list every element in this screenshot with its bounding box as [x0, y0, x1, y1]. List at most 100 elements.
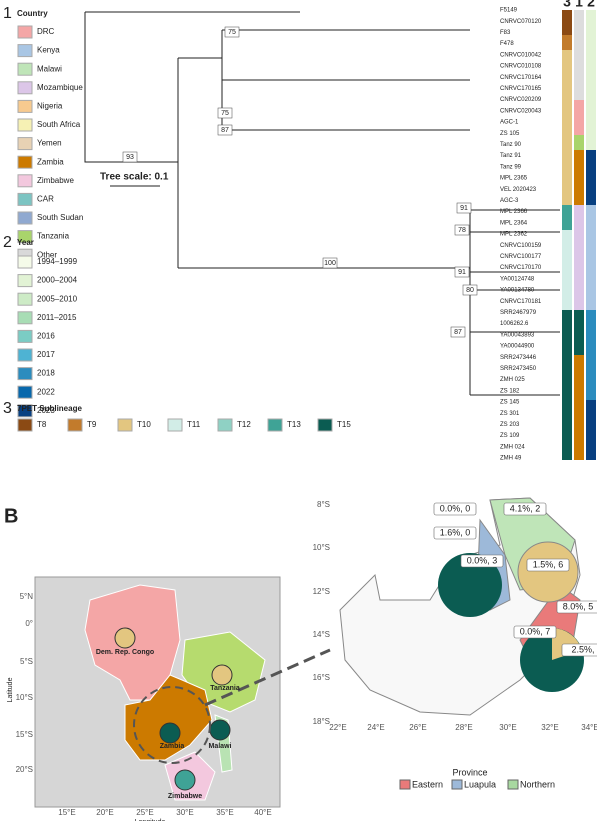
leaf-label: 1006262.6: [500, 321, 529, 327]
label-box: [433, 526, 477, 540]
legend-label: T13: [287, 420, 301, 429]
legend-swatch: [17, 44, 33, 58]
strip-cell: [562, 230, 572, 310]
bootstrap-value: 87: [454, 329, 462, 336]
pie: [114, 627, 136, 649]
strip-header: 1: [575, 0, 583, 10]
leaf-label: MPL 2362: [500, 232, 528, 238]
legend-swatch: [17, 211, 33, 225]
pie-label: 2.5%,: [571, 644, 594, 654]
strip-cell: [574, 135, 584, 150]
metadata-strips: [562, 10, 596, 460]
legend-label: 2023: [37, 406, 55, 415]
tree-branches: [84, 11, 560, 396]
leaf-label: AGC-1: [500, 120, 519, 126]
legend-label: Northern: [520, 779, 555, 789]
strip-cell: [586, 150, 596, 205]
lat-tick: 5°S: [20, 657, 33, 666]
legend-label: 2005–2010: [37, 294, 78, 303]
legend-label: DRC: [37, 27, 55, 36]
strip-cell: [574, 10, 584, 100]
section-number: 3: [3, 400, 12, 417]
strip-cell: [586, 10, 596, 150]
leaf-label: SRR2473450: [500, 366, 537, 372]
leaf-label: CNRVC010042: [500, 52, 542, 58]
legend-swatch: [17, 348, 33, 362]
leaf-label: CNRVC170165: [500, 86, 542, 92]
legend-label: Zambia: [37, 157, 64, 166]
bootstrap-box: [122, 151, 138, 163]
leaf-label: CNRVC020209: [500, 97, 542, 103]
leaf-label: ZS 145: [500, 400, 520, 406]
legend-label: T15: [337, 420, 351, 429]
legend-label: 1994–1999: [37, 257, 78, 266]
leaf-label: SRR2473446: [500, 355, 537, 361]
strip-cell: [586, 400, 596, 460]
legend-swatch: [17, 274, 33, 288]
legend-swatch: [17, 385, 33, 399]
section-number: 1: [3, 5, 12, 22]
legend-label: Other: [37, 250, 57, 259]
legend-label: South Africa: [37, 120, 81, 129]
lon-tick: 28°E: [455, 723, 472, 732]
leaf-label: YA00134780: [500, 288, 535, 294]
legend-swatch: [17, 255, 33, 269]
leaf-label: Tanz 90: [500, 142, 522, 148]
lon-tick: 15°E: [58, 808, 75, 817]
leaf-label: ZMH 025: [500, 377, 525, 383]
legend-label: Yemen: [37, 139, 62, 148]
lat-tick: 20°S: [16, 765, 33, 774]
strip-cell: [574, 310, 584, 355]
pie-label: 0.0%, 3: [467, 555, 498, 565]
bootstrap-box: [217, 124, 233, 136]
tree: [84, 11, 560, 396]
tree-scale: Tree scale: 0.1: [100, 172, 169, 183]
bootstrap-value: 75: [228, 29, 236, 36]
leaf-label: ZS 109: [500, 433, 520, 439]
pie-label: 0.0%, 0: [440, 503, 471, 513]
legend-swatch: [217, 418, 233, 432]
leaf-label: ZMH 024: [500, 444, 525, 450]
legend-swatch: [17, 418, 33, 432]
strip-cell: [562, 205, 572, 230]
bootstrap-value: 87: [221, 127, 229, 134]
legend-label: T12: [237, 420, 251, 429]
lat-tick: 8°S: [317, 500, 330, 509]
legend-label: Nigeria: [37, 102, 63, 111]
legend-swatch: [17, 118, 33, 132]
leaf-label: F478: [500, 41, 514, 47]
lon-tick: 32°E: [541, 723, 558, 732]
bootstrap-value: 93: [126, 154, 134, 161]
legend-swatch: [117, 418, 133, 432]
legend-swatch: [451, 779, 463, 790]
legend-swatch: [17, 99, 33, 113]
country-label: Zambia: [160, 743, 185, 750]
leaf-label: ZS 182: [500, 388, 520, 394]
country-label: Malawi: [209, 743, 232, 750]
strip-cell: [574, 205, 584, 310]
legend-swatch: [17, 25, 33, 39]
label-box: [503, 502, 547, 516]
lon-tick: 22°E: [329, 723, 346, 732]
legend-label: Tanzania: [37, 232, 70, 241]
legend-swatch: [17, 230, 33, 244]
legend-swatch: [17, 367, 33, 381]
leaf-label: F83: [500, 30, 511, 36]
bootstrap-value: 91: [460, 205, 468, 212]
leaf-label: Tanz 99: [500, 164, 522, 170]
legend-label: Malawi: [37, 64, 62, 73]
bootstrap-box: [462, 284, 478, 296]
bootstrap-value: 100: [324, 260, 336, 267]
bootstrap-box: [450, 326, 466, 338]
legend-swatch: [17, 62, 33, 76]
pie-label: 1.5%, 6: [533, 559, 564, 569]
leaf-label: YA00043893: [500, 332, 535, 338]
leaf-label: CNRVC010108: [500, 64, 542, 70]
lon-tick: 30°E: [499, 723, 516, 732]
legend-label: 2011–2015: [37, 313, 77, 322]
leaf-label: ZMH 49: [500, 456, 522, 462]
strip-cell: [574, 100, 584, 135]
country-label: Tanzania: [210, 685, 240, 692]
axis-label: Latitude: [7, 677, 14, 702]
